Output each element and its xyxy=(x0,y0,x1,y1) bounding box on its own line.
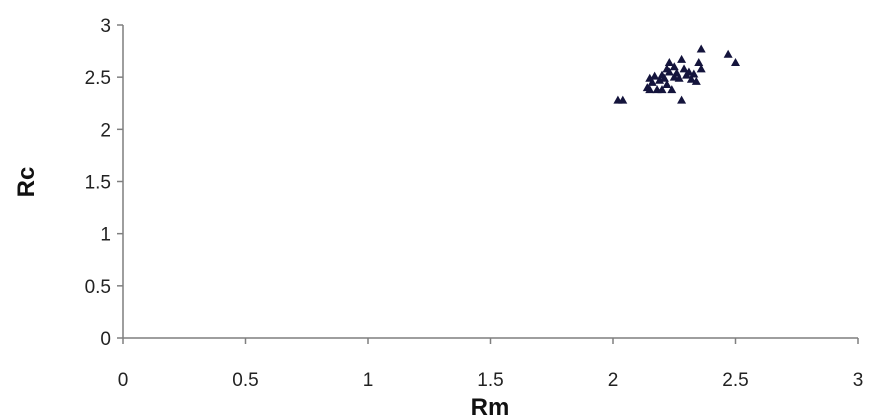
y-tick-label: 0.5 xyxy=(85,277,111,298)
y-tick-label: 2.5 xyxy=(85,68,111,89)
data-point xyxy=(696,44,706,53)
x-tick-label: 0.5 xyxy=(232,370,258,391)
data-point xyxy=(657,85,667,94)
y-tick-label: 1 xyxy=(100,225,111,246)
x-tick-label: 1.5 xyxy=(477,370,503,391)
data-point xyxy=(664,58,674,67)
data-point xyxy=(696,64,706,73)
data-point xyxy=(686,74,696,83)
x-axis-title: Rm xyxy=(471,394,510,419)
y-tick-label: 3 xyxy=(100,16,111,37)
x-tick-label: 2.5 xyxy=(722,370,748,391)
data-point xyxy=(723,49,733,58)
data-point xyxy=(655,75,665,84)
y-tick-label: 2 xyxy=(100,120,111,141)
x-tick-label: 0 xyxy=(118,370,129,391)
data-point xyxy=(674,73,684,82)
data-point xyxy=(669,62,679,71)
x-tick-label: 2 xyxy=(608,370,619,391)
y-tick-label: 0 xyxy=(100,329,111,350)
y-tick-label: 1.5 xyxy=(85,173,111,194)
plot-area: 0 0.5 1 1.5 2 2.5 3 0 0.5 1 1.5 2 2.5 3 xyxy=(85,16,864,391)
y-axis-ticks: 0 0.5 1 1.5 2 2.5 3 xyxy=(85,16,123,350)
y-axis-title: Rc xyxy=(13,167,40,198)
data-point xyxy=(664,67,674,76)
data-point xyxy=(677,95,687,104)
data-point xyxy=(667,85,677,94)
data-point xyxy=(645,85,655,94)
data-points xyxy=(613,44,740,104)
data-point xyxy=(659,73,669,82)
data-point xyxy=(647,77,657,86)
data-point xyxy=(684,67,694,76)
x-tick-label: 1 xyxy=(363,370,374,391)
data-point xyxy=(731,58,740,67)
data-point xyxy=(650,71,660,80)
data-point xyxy=(677,54,687,63)
data-point xyxy=(662,79,672,88)
data-point xyxy=(618,95,628,104)
data-point xyxy=(689,69,699,78)
data-point xyxy=(694,58,704,67)
x-tick-label: 3 xyxy=(853,370,864,391)
x-axis-ticks: 0 0.5 1 1.5 2 2.5 3 xyxy=(118,338,864,391)
data-point xyxy=(679,64,689,73)
data-point xyxy=(691,76,701,85)
